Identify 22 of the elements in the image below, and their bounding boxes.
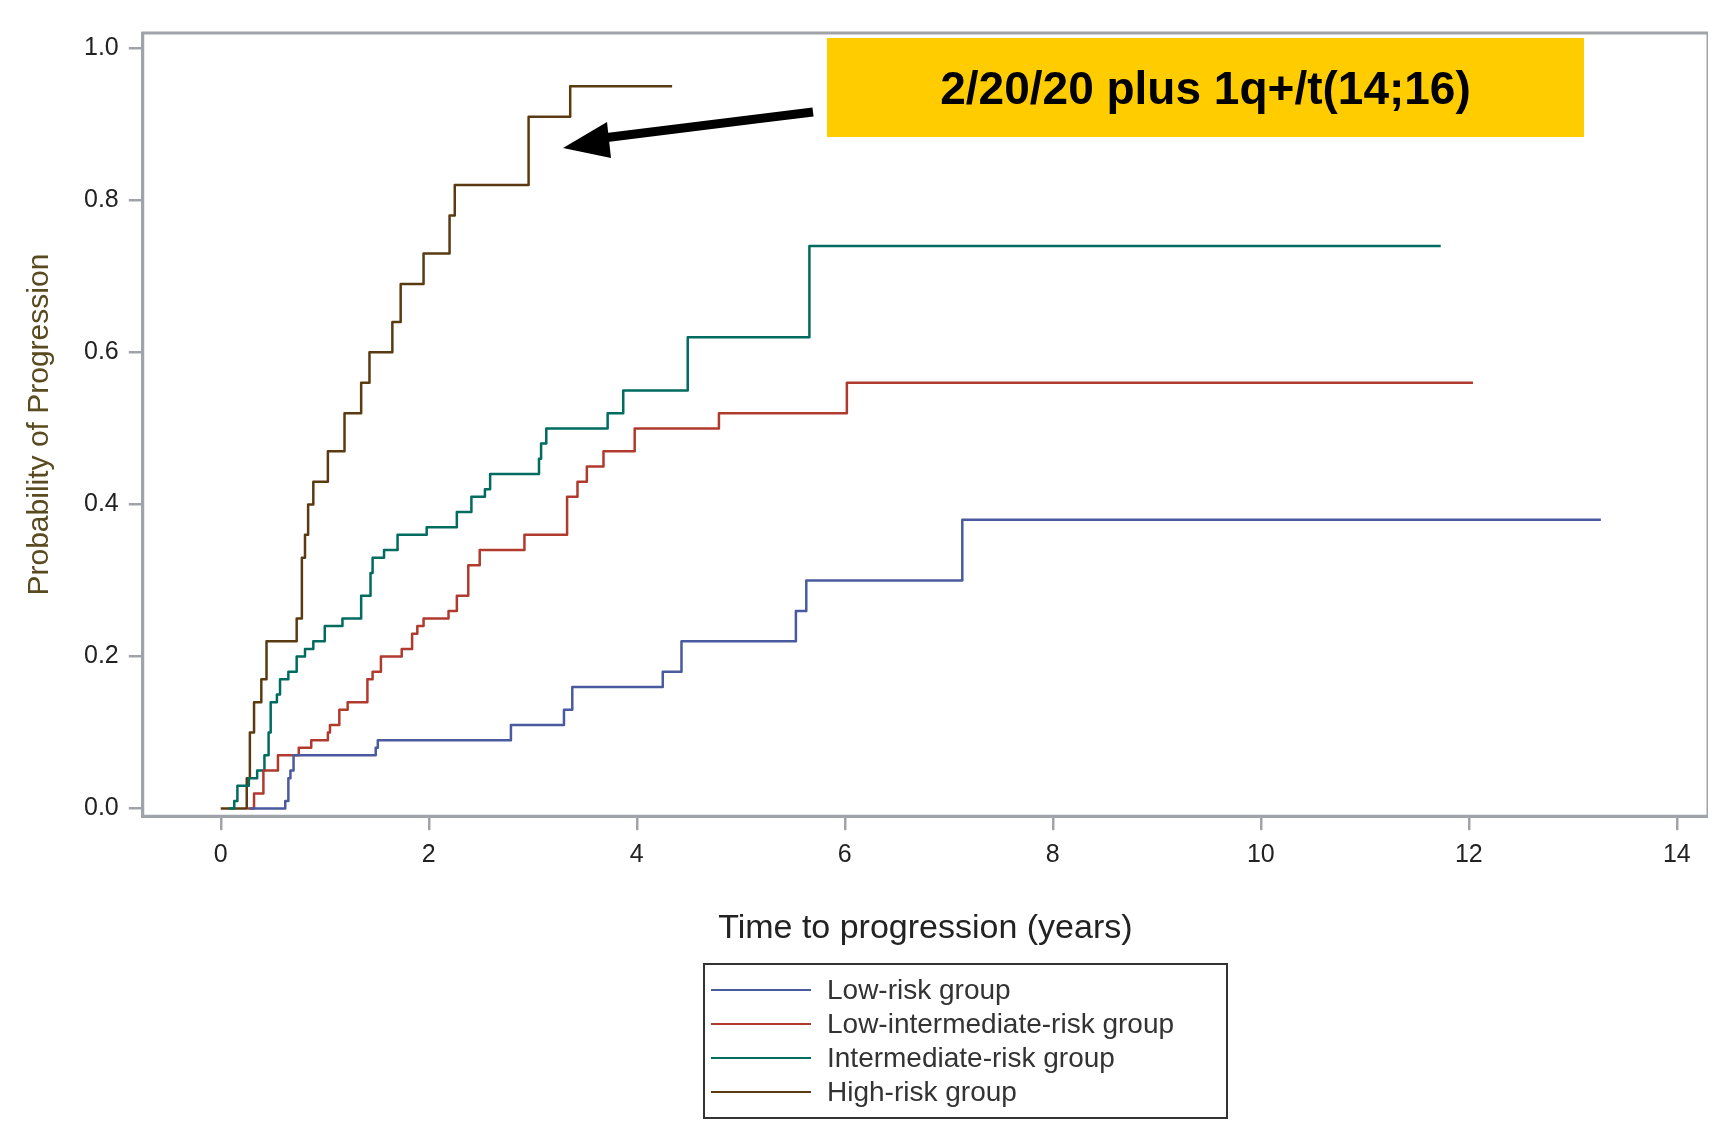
x-tick-label: 4 <box>629 839 644 868</box>
legend-label: Low-intermediate-risk group <box>827 1008 1175 1040</box>
annotation: 2/20/20 plus 1q+/t(14;16) <box>940 60 1471 115</box>
legend-label: Low-risk group <box>827 974 1011 1006</box>
x-tick-label: 2 <box>421 839 436 868</box>
x-tick-label: 6 <box>837 839 852 868</box>
x-tick-label: 0 <box>213 839 228 868</box>
y-tick-label: 0.0 <box>83 792 119 821</box>
y-tick-label: 0.4 <box>83 488 119 517</box>
x-axis-title: Time to progression (years) <box>718 906 1133 945</box>
legend-label: Intermediate-risk group <box>827 1042 1115 1074</box>
legend-label: High-risk group <box>827 1076 1017 1108</box>
y-tick-label: 0.2 <box>83 640 119 669</box>
x-tick-label: 10 <box>1246 839 1275 868</box>
y-tick-label: 0.6 <box>83 336 119 365</box>
callout-box: 2/20/20 plus 1q+/t(14;16) <box>827 38 1584 137</box>
x-tick-label: 12 <box>1454 839 1483 868</box>
x-tick-label: 8 <box>1045 839 1060 868</box>
y-tick-label: 0.8 <box>83 184 119 213</box>
y-tick-label: 1.0 <box>83 32 119 61</box>
y-axis-title: Probability of Progression <box>21 253 55 596</box>
x-tick-label: 14 <box>1662 839 1691 868</box>
